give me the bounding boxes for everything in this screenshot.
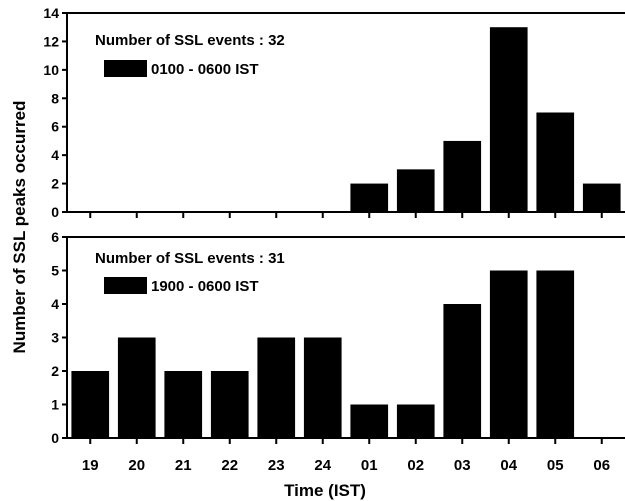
bar-21: [164, 371, 203, 438]
bar-04: [489, 27, 528, 213]
x-tick-label: 22: [221, 457, 238, 474]
y-tick-label: 4: [51, 147, 59, 163]
x-tick-label: 24: [314, 457, 331, 474]
y-tick-label: 0: [51, 430, 59, 446]
y-tick-label: 10: [43, 62, 59, 78]
panel-title: Number of SSL events : 31: [95, 250, 285, 267]
x-tick-label: 21: [175, 457, 192, 474]
x-tick-label: 01: [361, 457, 378, 474]
bar-01: [350, 404, 389, 438]
x-axis-label: Time (IST): [284, 481, 366, 500]
y-tick-label: 3: [51, 330, 59, 346]
bar-22: [210, 371, 249, 438]
bar-19: [71, 371, 110, 438]
bar-02: [396, 404, 435, 438]
y-tick-label: 5: [51, 263, 59, 279]
y-tick-label: 12: [43, 33, 59, 49]
panel-title: Number of SSL events : 32: [95, 32, 285, 49]
y-tick-label: 4: [51, 296, 59, 312]
y-axis-label: Number of SSL peaks occurred: [10, 101, 29, 354]
x-tick-label: 02: [407, 457, 424, 474]
bar-20: [117, 337, 156, 438]
bar-03: [443, 140, 482, 212]
legend-swatch: [104, 277, 147, 294]
legend-label: 0100 - 0600 IST: [151, 61, 259, 78]
y-tick-label: 2: [51, 363, 59, 379]
y-tick-label: 6: [51, 229, 59, 245]
y-tick-label: 1: [51, 397, 59, 413]
bar-06: [582, 183, 621, 212]
bar-04: [489, 270, 528, 438]
top-panel: 0 2 4 6 8 10 12 14 Number of SSL events : 32 0100…: [43, 5, 625, 220]
x-tick-label: 20: [128, 457, 145, 474]
x-tick-label: 05: [547, 457, 564, 474]
bar-23: [257, 337, 296, 438]
y-tick-label: 14: [43, 5, 59, 21]
legend-swatch: [104, 60, 147, 77]
y-tick-label: 0: [51, 204, 59, 220]
bar-03: [443, 304, 482, 438]
x-tick-label: 23: [268, 457, 285, 474]
bar-05: [536, 112, 575, 212]
bar-01: [350, 183, 389, 212]
y-tick-label: 8: [51, 90, 59, 106]
y-tick-label: 6: [51, 119, 59, 135]
y-tick-label: 2: [51, 176, 59, 192]
legend-label: 1900 - 0600 IST: [151, 278, 259, 295]
x-tick-label: 06: [593, 457, 610, 474]
bar-02: [396, 169, 435, 212]
x-tick-label: 19: [82, 457, 99, 474]
bar-24: [303, 337, 342, 438]
x-tick-label: 04: [500, 457, 517, 474]
bar-05: [536, 270, 575, 438]
x-tick-label: 03: [454, 457, 471, 474]
